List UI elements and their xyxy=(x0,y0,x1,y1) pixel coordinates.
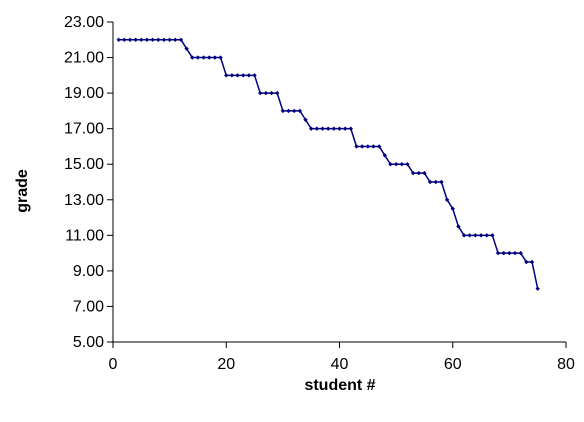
data-point xyxy=(416,170,421,176)
data-point xyxy=(275,90,280,96)
data-point xyxy=(235,73,240,78)
data-point xyxy=(241,73,246,78)
data-point xyxy=(342,126,348,131)
data-point xyxy=(388,162,393,167)
data-point xyxy=(461,233,467,238)
data-point xyxy=(122,37,127,42)
data-point xyxy=(207,55,212,60)
data-point xyxy=(308,126,314,131)
data-point xyxy=(133,37,138,42)
y-tick-labels: 5.00 7.00 9.00 11.00 13.00 15.00 17.00 19.00 21.… xyxy=(64,14,104,351)
data-point xyxy=(258,90,263,96)
series-group xyxy=(116,37,540,291)
data-point xyxy=(478,233,484,238)
data-point xyxy=(127,37,133,42)
data-point xyxy=(195,55,201,60)
y-tick-label: 5.00 xyxy=(73,334,104,351)
data-point xyxy=(490,233,495,238)
data-point xyxy=(139,37,144,42)
series-line xyxy=(118,39,539,289)
x-tick-label: 60 xyxy=(444,356,462,373)
data-point xyxy=(314,126,320,131)
data-point xyxy=(467,233,472,238)
y-tick-label: 13.00 xyxy=(64,192,104,209)
x-tick-labels: 0 20 40 60 80 xyxy=(109,356,575,373)
data-point xyxy=(524,259,529,265)
data-point xyxy=(229,73,235,78)
data-point xyxy=(354,144,359,149)
data-point xyxy=(325,126,331,131)
axes xyxy=(107,21,567,348)
data-point xyxy=(371,144,376,149)
data-point xyxy=(456,224,461,229)
x-tick-label: 40 xyxy=(331,356,349,373)
x-tick-label: 20 xyxy=(217,356,235,373)
data-point xyxy=(184,46,189,51)
data-point xyxy=(410,170,416,176)
y-tick-label: 19.00 xyxy=(64,85,104,102)
y-tick-label: 11.00 xyxy=(65,227,104,244)
data-point xyxy=(348,126,354,131)
data-point xyxy=(156,37,161,42)
data-point xyxy=(473,233,478,238)
data-point xyxy=(512,250,518,256)
data-point xyxy=(246,73,252,78)
data-point xyxy=(167,37,172,42)
data-point xyxy=(161,37,167,42)
data-point xyxy=(427,179,433,185)
data-point xyxy=(359,144,365,149)
data-point xyxy=(144,37,150,42)
data-point xyxy=(399,162,404,167)
y-axis-title: grade xyxy=(14,169,31,213)
data-point xyxy=(518,250,523,256)
data-point xyxy=(495,250,501,256)
data-point xyxy=(422,170,427,176)
y-tick-label: 17.00 xyxy=(64,121,104,138)
data-point xyxy=(303,117,308,122)
data-point xyxy=(320,126,325,131)
data-point xyxy=(382,153,387,158)
data-point xyxy=(535,286,540,291)
data-point xyxy=(280,108,286,114)
y-tick-label: 15.00 xyxy=(64,156,104,173)
data-point xyxy=(331,126,337,131)
data-point xyxy=(433,179,438,185)
data-point xyxy=(405,162,410,167)
data-point xyxy=(173,37,178,42)
data-point xyxy=(292,108,297,114)
data-point xyxy=(201,55,206,60)
data-point xyxy=(286,108,291,114)
data-point xyxy=(376,144,382,149)
data-point xyxy=(178,37,184,42)
y-tick-label: 23.00 xyxy=(64,14,104,31)
data-point xyxy=(365,144,371,149)
data-point xyxy=(501,250,506,256)
x-axis-title: student # xyxy=(304,377,375,394)
data-point xyxy=(439,179,444,185)
y-tick-label: 7.00 xyxy=(73,298,104,315)
data-point xyxy=(507,250,512,256)
data-point xyxy=(529,259,535,265)
data-point xyxy=(393,162,399,167)
x-tick-label: 80 xyxy=(557,356,575,373)
x-tick-label: 0 xyxy=(109,356,118,373)
data-point xyxy=(444,197,450,202)
data-point xyxy=(263,90,269,96)
data-point xyxy=(297,108,303,114)
y-tick-label: 9.00 xyxy=(73,263,104,280)
data-point xyxy=(224,73,229,78)
data-point xyxy=(269,90,274,96)
data-point xyxy=(190,55,195,60)
data-point xyxy=(218,55,223,60)
y-tick-label: 21.00 xyxy=(64,50,104,67)
data-point xyxy=(337,126,342,131)
data-point xyxy=(212,55,218,60)
data-point xyxy=(116,37,121,42)
data-point xyxy=(150,37,155,42)
data-point xyxy=(252,73,257,78)
data-point xyxy=(450,206,455,211)
data-point xyxy=(484,233,489,238)
